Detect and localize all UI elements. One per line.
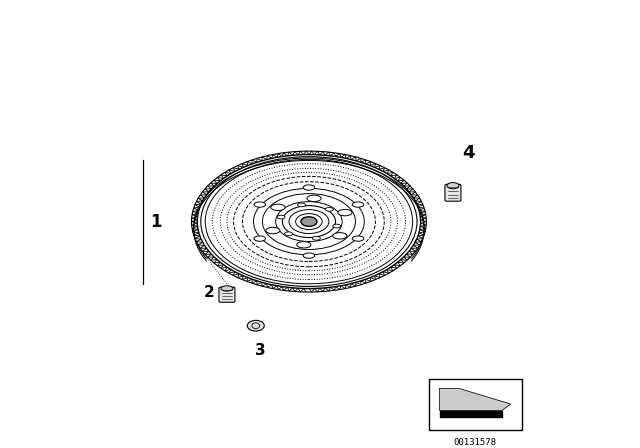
Polygon shape [440,411,502,418]
Ellipse shape [254,202,266,207]
Text: 3: 3 [255,343,266,358]
Ellipse shape [285,232,292,236]
Ellipse shape [277,215,285,219]
Text: 1: 1 [150,212,162,231]
Ellipse shape [303,185,315,190]
Ellipse shape [266,227,280,234]
Ellipse shape [221,286,233,291]
Text: 2: 2 [204,285,214,300]
Ellipse shape [333,233,347,239]
Ellipse shape [303,253,315,258]
Polygon shape [440,388,511,411]
Ellipse shape [352,202,364,207]
Ellipse shape [301,217,317,226]
Ellipse shape [297,241,311,248]
Ellipse shape [282,206,335,237]
Ellipse shape [325,207,333,211]
Ellipse shape [247,320,264,331]
FancyBboxPatch shape [219,287,235,302]
Ellipse shape [338,209,352,216]
Ellipse shape [271,204,285,211]
Ellipse shape [307,195,321,202]
FancyBboxPatch shape [445,184,461,201]
Ellipse shape [447,183,459,189]
Ellipse shape [333,224,340,228]
Text: 4: 4 [462,144,475,162]
Text: 00131578: 00131578 [454,438,497,447]
Ellipse shape [254,236,266,241]
Ellipse shape [312,237,321,240]
Bar [429,379,522,430]
Ellipse shape [352,236,364,241]
Ellipse shape [298,203,305,207]
Ellipse shape [194,152,424,291]
